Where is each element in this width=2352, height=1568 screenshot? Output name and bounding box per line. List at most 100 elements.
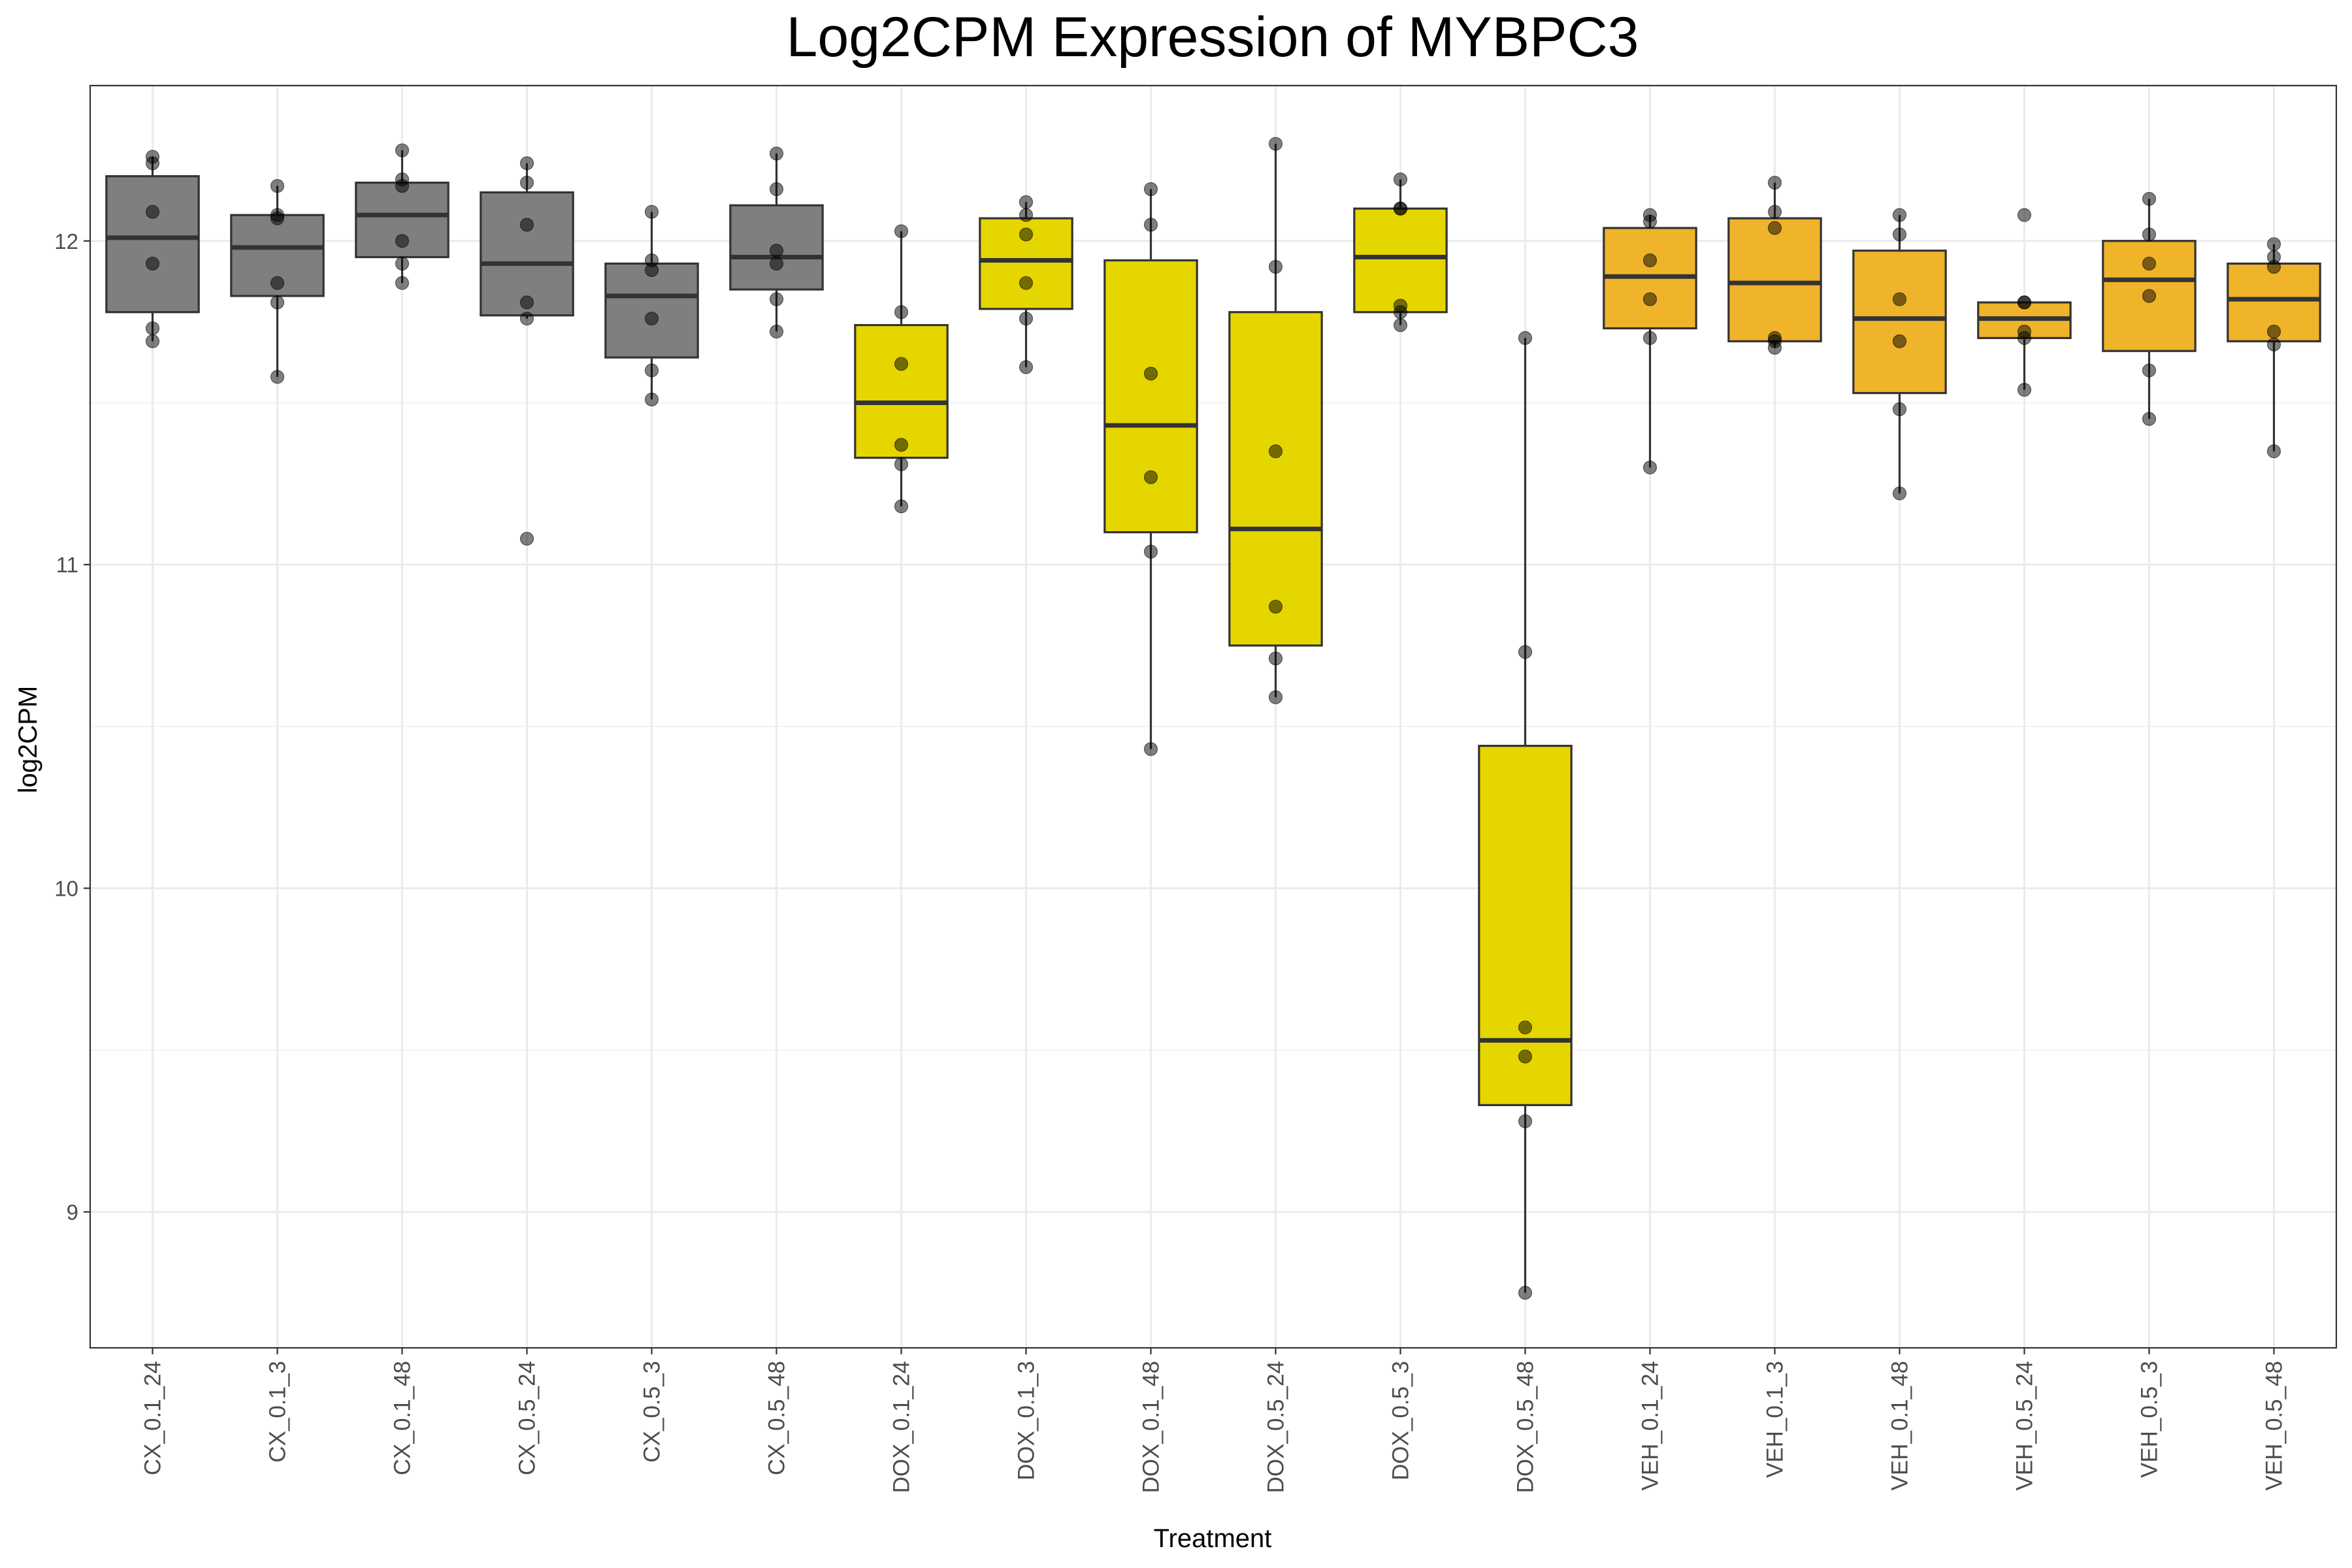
data-point <box>1518 331 1533 346</box>
data-point <box>395 256 410 271</box>
data-point <box>2017 208 2032 222</box>
x-tick-label: DOX_0.1_24 <box>889 1361 915 1493</box>
data-point <box>644 263 659 277</box>
data-point <box>1767 221 1782 235</box>
data-point <box>2017 383 2032 397</box>
box-CX_0.5_3 <box>604 262 699 359</box>
box-DOX_0.5_48 <box>1478 744 1573 1107</box>
data-point <box>1143 470 1158 485</box>
data-point <box>519 295 534 310</box>
x-tick-label: VEH_0.5_24 <box>2012 1361 2038 1490</box>
box-DOX_0.1_24 <box>854 323 949 459</box>
data-point <box>2266 337 2281 351</box>
data-point <box>1143 544 1158 559</box>
data-points <box>145 137 2281 1300</box>
box-CX_0.5_24 <box>480 191 574 317</box>
data-point <box>2266 324 2281 339</box>
data-point <box>894 457 909 472</box>
data-point <box>1268 599 1283 614</box>
data-point <box>1393 201 1408 216</box>
data-point <box>1642 292 1658 306</box>
x-tick-label: CX_0.1_3 <box>265 1361 291 1463</box>
data-point <box>2142 256 2157 271</box>
data-point <box>2017 295 2032 310</box>
data-point <box>769 182 784 197</box>
data-point <box>1393 172 1408 187</box>
data-point <box>145 156 160 171</box>
data-point <box>894 499 909 514</box>
data-point <box>2142 363 2157 378</box>
y-axis: 9 10 11 12 <box>54 229 90 1224</box>
data-point <box>894 438 909 452</box>
data-point <box>1892 208 1907 222</box>
x-tick-label: DOX_0.5_3 <box>1388 1361 1414 1480</box>
x-tick-label: VEH_0.5_48 <box>2262 1361 2287 1490</box>
plot-panel-border <box>89 84 2338 1349</box>
data-point <box>2142 227 2157 242</box>
data-point <box>1518 1020 1533 1035</box>
data-point <box>1019 276 1034 290</box>
y-tick-label: 12 <box>54 229 78 253</box>
data-point <box>894 224 909 238</box>
data-point <box>1642 253 1658 268</box>
x-tick-label: CX_0.1_48 <box>390 1361 416 1475</box>
data-point <box>1143 367 1158 381</box>
data-point <box>1892 334 1907 348</box>
data-point <box>519 176 534 190</box>
data-point <box>1642 460 1658 475</box>
data-point <box>2266 444 2281 459</box>
data-point <box>769 256 784 271</box>
box-VEH_0.1_48 <box>1852 250 1947 395</box>
data-point <box>2142 289 2157 303</box>
box-CX_0.1_24 <box>105 175 200 314</box>
data-point <box>1518 645 1533 659</box>
data-point <box>270 211 285 225</box>
data-point <box>270 178 285 193</box>
box-VEH_0.1_3 <box>1727 217 1822 342</box>
data-point <box>395 143 410 157</box>
data-point <box>769 146 784 161</box>
data-point <box>1268 690 1283 704</box>
data-point <box>1019 208 1034 222</box>
data-point <box>270 295 285 310</box>
data-point <box>894 357 909 371</box>
x-tick-label: DOX_0.5_24 <box>1264 1361 1289 1493</box>
data-point <box>1642 331 1658 346</box>
data-point <box>1767 340 1782 355</box>
data-point <box>1767 176 1782 190</box>
data-point <box>1143 218 1158 232</box>
x-tick-label: VEH_0.5_3 <box>2137 1361 2163 1478</box>
x-tick-label: DOX_0.1_3 <box>1014 1361 1039 1480</box>
box-DOX_0.1_48 <box>1103 259 1198 534</box>
data-point <box>1019 227 1034 242</box>
y-tick-label: 10 <box>54 877 78 901</box>
data-point <box>1268 444 1283 459</box>
x-tick-label: CX_0.1_24 <box>140 1361 166 1475</box>
data-point <box>145 321 160 336</box>
data-point <box>769 244 784 258</box>
data-point <box>2266 259 2281 274</box>
data-point <box>1642 214 1658 229</box>
data-point <box>2142 412 2157 426</box>
data-point <box>145 334 160 348</box>
data-point <box>1019 312 1034 326</box>
data-point <box>1268 651 1283 666</box>
data-point <box>395 276 410 290</box>
data-point <box>1892 227 1907 242</box>
data-point <box>1892 292 1907 306</box>
data-point <box>894 305 909 319</box>
x-axis: CX_0.1_24 CX_0.1_3 CX_0.1_48 CX_0.5_24 CX_0.… <box>140 1348 2287 1493</box>
data-point <box>1143 742 1158 757</box>
data-point <box>519 312 534 326</box>
data-point <box>1268 137 1283 151</box>
x-tick-label: DOX_0.5_48 <box>1513 1361 1539 1493</box>
x-tick-label: CX_0.5_48 <box>764 1361 790 1475</box>
data-point <box>519 156 534 171</box>
y-tick-label: 9 <box>67 1200 78 1224</box>
x-tick-label: DOX_0.1_48 <box>1139 1361 1164 1493</box>
data-point <box>1518 1286 1533 1300</box>
x-tick-label: CX_0.5_24 <box>515 1361 540 1475</box>
data-point <box>1019 360 1034 374</box>
data-point <box>1393 318 1408 333</box>
